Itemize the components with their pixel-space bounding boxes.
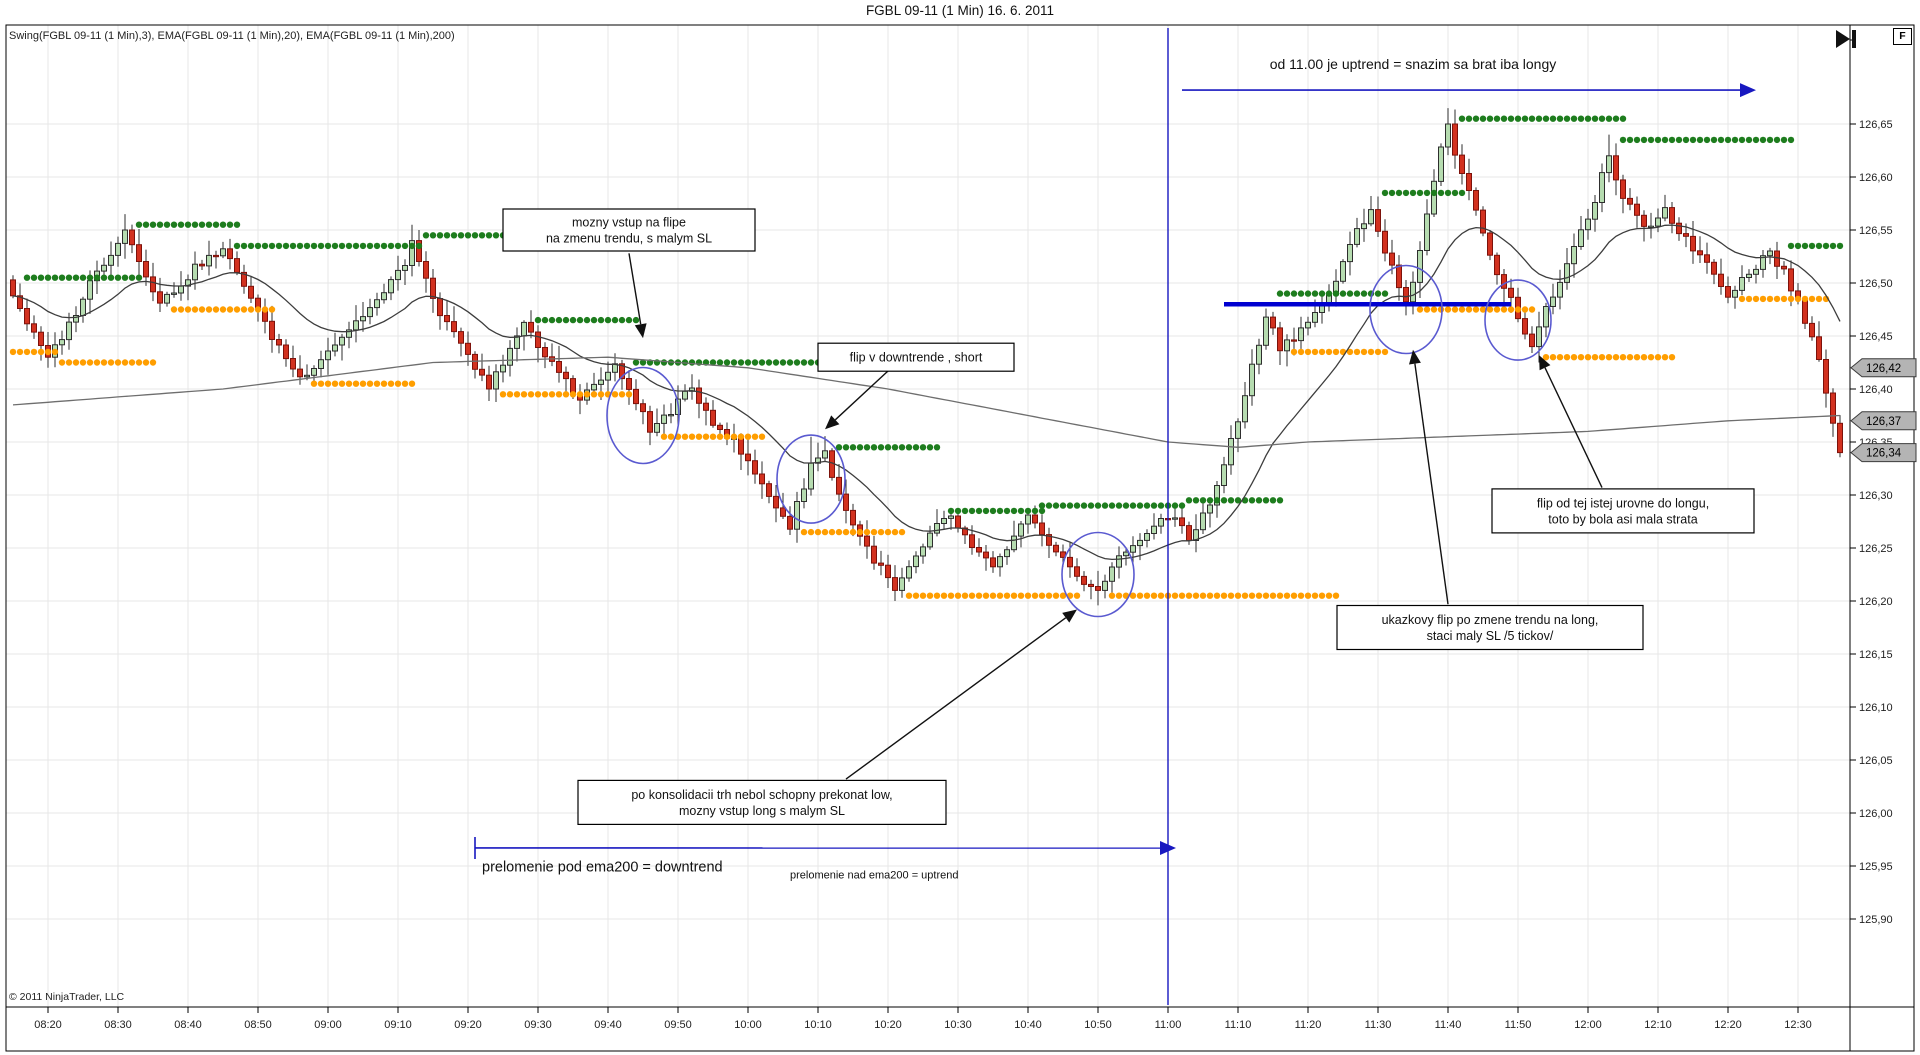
svg-text:126,55: 126,55 [1859, 225, 1893, 237]
price-tags: 126,42 126,37 126,34 [1850, 358, 1917, 463]
svg-text:10:50: 10:50 [1084, 1019, 1112, 1031]
svg-text:126,15: 126,15 [1859, 649, 1893, 661]
svg-text:10:20: 10:20 [874, 1019, 902, 1031]
svg-text:08:50: 08:50 [244, 1019, 272, 1031]
svg-text:10:00: 10:00 [734, 1019, 762, 1031]
go-to-last-bar-icon[interactable] [1836, 30, 1856, 48]
svg-text:11:40: 11:40 [1435, 1019, 1462, 1031]
svg-text:11:00: 11:00 [1155, 1019, 1182, 1031]
svg-text:mozny vstup long s malym SL: mozny vstup long s malym SL [679, 804, 845, 818]
ema200-line [12, 356, 1841, 448]
svg-text:126,25: 126,25 [1859, 543, 1893, 555]
svg-text:09:40: 09:40 [594, 1019, 622, 1031]
svg-text:flip od tej istej urovne do lo: flip od tej istej urovne do longu, [1537, 496, 1709, 510]
svg-text:11:10: 11:10 [1225, 1019, 1252, 1031]
x-axis[interactable]: 08:20 08:30 08:40 08:50 09:00 09:10 09:20 09:30… [34, 1007, 1812, 1031]
svg-text:09:10: 09:10 [384, 1019, 412, 1031]
note-boxes: mozny vstup na flipe na zmenu trendu, s m… [502, 208, 1755, 826]
svg-text:126,42: 126,42 [1866, 363, 1901, 375]
svg-text:08:20: 08:20 [34, 1019, 62, 1031]
svg-text:10:10: 10:10 [804, 1019, 832, 1031]
ema20-value-tag [1850, 358, 1917, 378]
svg-text:09:50: 09:50 [664, 1019, 692, 1031]
ema200-value-tag [1850, 411, 1917, 431]
svg-text:126,00: 126,00 [1859, 808, 1893, 820]
play-triangle-icon [1836, 30, 1850, 48]
svg-text:126,60: 126,60 [1859, 172, 1893, 184]
svg-text:08:40: 08:40 [174, 1019, 202, 1031]
uptrend-note: od 11.00 je uptrend = snazim sa brat iba… [1270, 56, 1557, 72]
svg-text:11:20: 11:20 [1295, 1019, 1322, 1031]
indicator-label: Swing(FGBL 09-11 (1 Min),3), EMA(FGBL 09… [9, 30, 455, 42]
svg-text:126,45: 126,45 [1859, 331, 1893, 343]
svg-text:11:50: 11:50 [1505, 1019, 1532, 1031]
downtrend-arrow [474, 837, 1176, 859]
svg-text:126,50: 126,50 [1859, 278, 1893, 290]
svg-text:09:20: 09:20 [454, 1019, 482, 1031]
svg-text:126,37: 126,37 [1866, 416, 1901, 428]
page-title: FGBL 09-11 (1 Min) 16. 6. 2011 [865, 3, 1055, 18]
y-axis[interactable]: 126,65 126,60 126,55 126,50 126,45 126,40 126,… [1850, 39, 1893, 926]
pointer-arrows [628, 253, 1603, 780]
swing-high-dots [23, 115, 1844, 515]
svg-text:125,95: 125,95 [1859, 861, 1893, 873]
uptrend-arrow [1181, 83, 1756, 98]
play-bar-icon [1852, 30, 1856, 48]
svg-text:toto by bola asi mala strata: toto by bola asi mala strata [1548, 512, 1697, 526]
svg-text:126,40: 126,40 [1859, 384, 1893, 396]
svg-text:12:30: 12:30 [1784, 1019, 1812, 1031]
svg-text:09:00: 09:00 [314, 1019, 342, 1031]
svg-text:ukazkovy flip po zmene trendu: ukazkovy flip po zmene trendu na long, [1382, 613, 1599, 627]
svg-text:11:30: 11:30 [1365, 1019, 1392, 1031]
svg-text:12:00: 12:00 [1574, 1019, 1602, 1031]
svg-text:126,30: 126,30 [1859, 490, 1893, 502]
svg-text:08:30: 08:30 [104, 1019, 132, 1031]
fixed-scale-button[interactable]: F [1893, 28, 1912, 45]
svg-text:09:30: 09:30 [524, 1019, 552, 1031]
svg-text:flip v downtrende , short: flip v downtrende , short [850, 351, 983, 365]
svg-text:12:20: 12:20 [1714, 1019, 1742, 1031]
svg-text:126,34: 126,34 [1866, 448, 1902, 460]
svg-text:mozny vstup na flipe: mozny vstup na flipe [572, 216, 686, 230]
svg-text:staci maly SL /5 tickov/: staci maly SL /5 tickov/ [1427, 629, 1554, 643]
swing-low-dots [9, 295, 1830, 599]
svg-text:12:10: 12:10 [1644, 1019, 1672, 1031]
highlight-circles [606, 264, 1552, 618]
uptrend-cross-note: prelomenie nad ema200 = uptrend [790, 870, 958, 882]
svg-text:na zmenu trendu, s malym SL: na zmenu trendu, s malym SL [546, 232, 712, 246]
svg-text:126,65: 126,65 [1859, 119, 1893, 131]
last-price-tag [1850, 443, 1917, 463]
copyright: © 2011 NinjaTrader, LLC [9, 991, 125, 1003]
ema20-line [12, 224, 1841, 561]
chart-border [5, 24, 1915, 1052]
svg-text:126,20: 126,20 [1859, 596, 1893, 608]
svg-text:126,10: 126,10 [1859, 702, 1893, 714]
downtrend-note: prelomenie pod ema200 = downtrend [482, 859, 723, 875]
svg-text:po konsolidacii trh nebol scho: po konsolidacii trh nebol schopny prekon… [631, 788, 892, 802]
svg-text:10:30: 10:30 [944, 1019, 972, 1031]
svg-text:125,90: 125,90 [1859, 914, 1893, 926]
svg-text:126,05: 126,05 [1859, 755, 1893, 767]
svg-text:10:40: 10:40 [1014, 1019, 1042, 1031]
grid [6, 25, 1850, 1007]
